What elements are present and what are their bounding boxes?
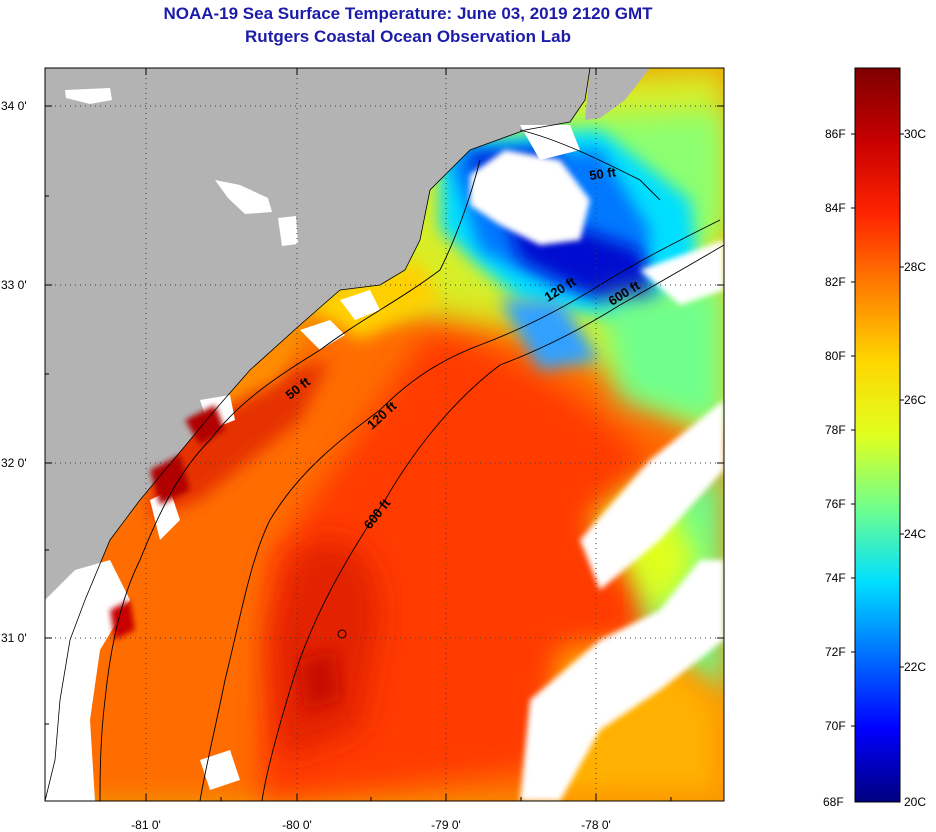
colorbar-f-label: 82F: [825, 275, 846, 289]
colorbar-f-label: 80F: [825, 349, 846, 363]
map-title: NOAA-19 Sea Surface Temperature: June 03…: [163, 4, 653, 23]
plot-frame: [44, 67, 725, 802]
cloud-cover: [45, 88, 724, 801]
colorbar-c-label: 24C: [904, 527, 926, 541]
bathymetry-contours: [99, 129, 724, 801]
map-subtitle: Rutgers Coastal Ocean Observation Lab: [245, 27, 571, 46]
colorbar-gradient: [854, 67, 901, 803]
lat-label: 34 0': [1, 99, 27, 113]
colorbar-c-label: 30C: [904, 127, 926, 141]
coastline: [45, 68, 591, 801]
colorbar-c-label: 20C: [904, 795, 926, 809]
colorbar-c-label: 28C: [904, 260, 926, 274]
lon-label: -81 0': [131, 818, 161, 832]
colorbar-f-label: 86F: [825, 127, 846, 141]
colorbar-f-label: 72F: [825, 645, 846, 659]
lon-label: -80 0': [282, 818, 312, 832]
lat-label: 31 0': [1, 631, 27, 645]
contour-label-50ft-north: 50 ft: [588, 164, 617, 183]
graticule: [45, 68, 724, 801]
seamount-contour: [337, 629, 347, 639]
colorbar-f-label: 74F: [825, 571, 846, 585]
colorbar-c-label: 22C: [904, 660, 926, 674]
longitude-labels: -81 0' -80 0' -79 0' -78 0': [131, 818, 611, 832]
colorbar-f-label: 76F: [825, 497, 846, 511]
contour-50ft: [99, 129, 661, 801]
colorbar-c-label: 26C: [904, 393, 926, 407]
latitude-labels: 34 0' 33 0' 32 0' 31 0': [1, 99, 27, 645]
colorbar-f-label: 70F: [825, 719, 846, 733]
colorbar-ticks: [851, 133, 904, 727]
colorbar-f-label: 84F: [825, 201, 846, 215]
axis-ticks: [45, 68, 724, 801]
lon-label: -79 0': [431, 818, 461, 832]
lat-label: 32 0': [1, 456, 27, 470]
lon-label: -78 0': [581, 818, 611, 832]
colorbar-f-label: 68F: [823, 795, 844, 809]
lat-label: 33 0': [1, 278, 27, 292]
contour-120ft: [199, 219, 721, 801]
land-mass: [45, 68, 590, 801]
colorbar-f-label: 78F: [825, 423, 846, 437]
colorbar: 86F 84F 82F 80F 78F 76F 74F 72F 70F 68F …: [823, 67, 926, 809]
land-mass-northeast: [585, 68, 650, 120]
contour-600ft: [261, 244, 724, 801]
